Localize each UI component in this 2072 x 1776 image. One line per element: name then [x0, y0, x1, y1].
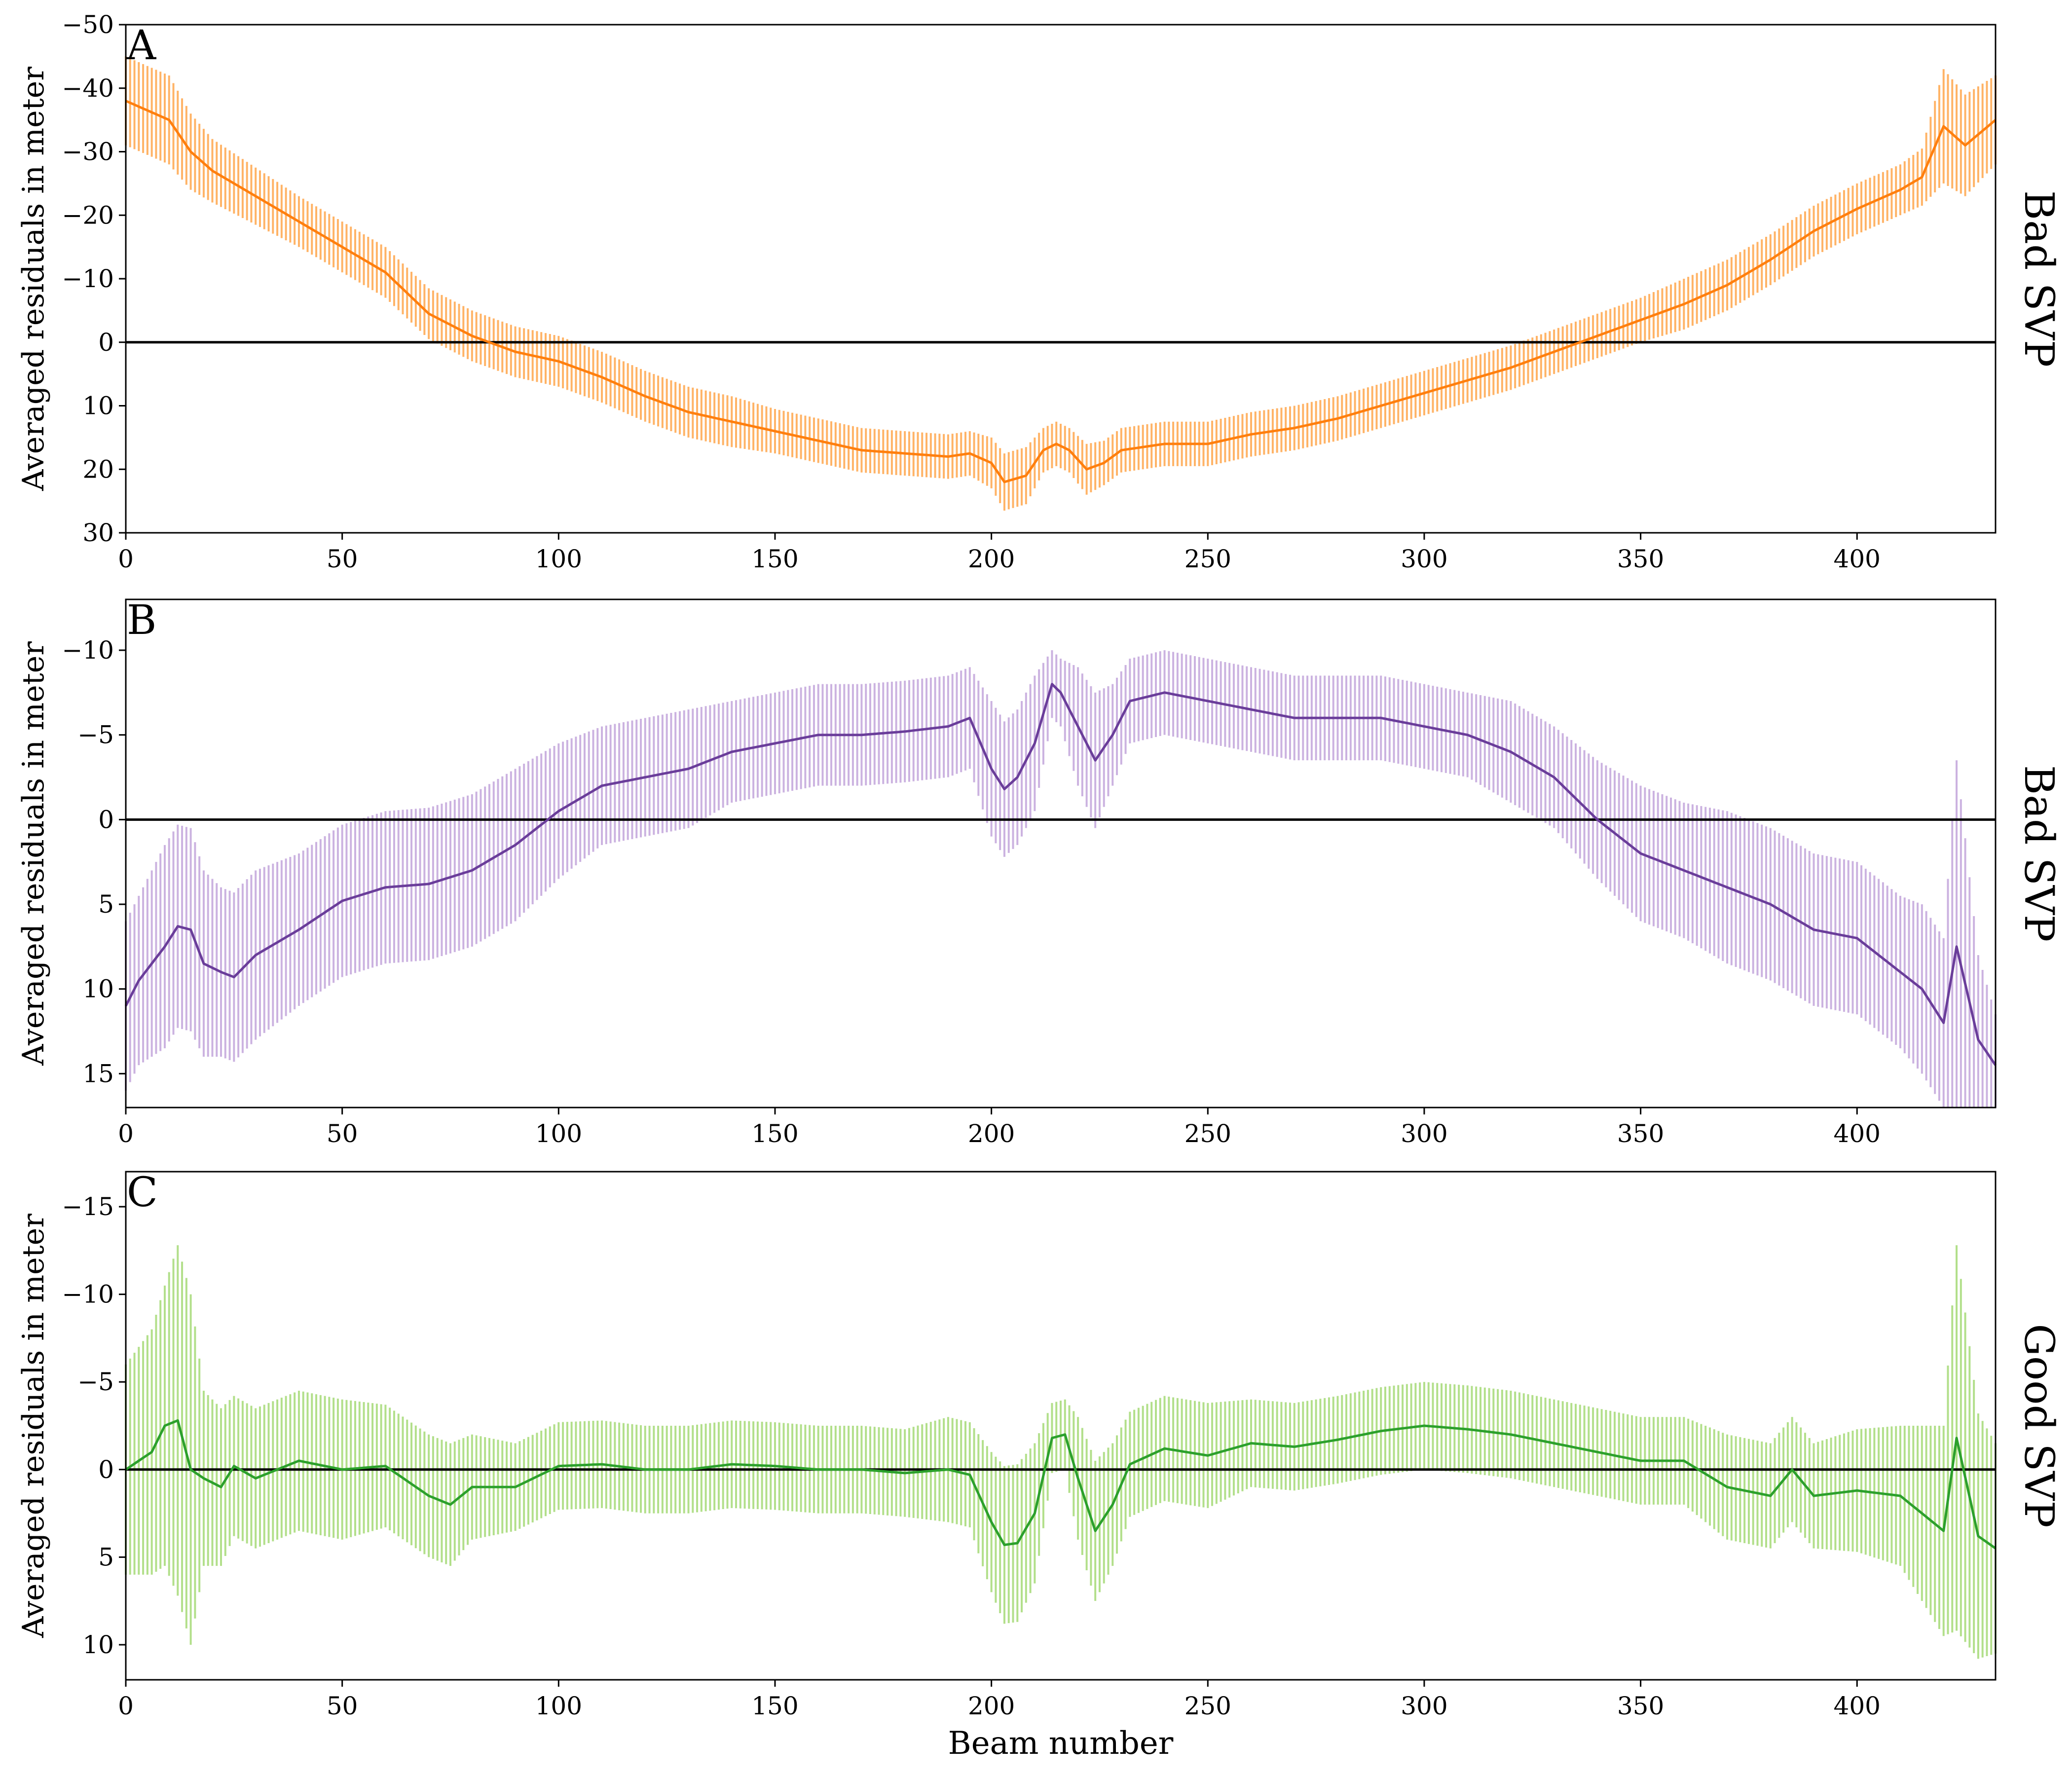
panel-c-x-tick-label: 100 — [535, 1692, 582, 1720]
panel-a-y-tick-label: 10 — [82, 392, 114, 420]
panel-a-x-tick-label: 400 — [1834, 545, 1881, 573]
panel-a-y-tick-label: −50 — [62, 10, 114, 39]
panel-c-y-ticks: −15 −10 −5 0 5 10 — [62, 1192, 126, 1659]
panel-b-series-line — [124, 683, 1997, 1066]
panel-b-x-tick-label: 400 — [1834, 1119, 1881, 1148]
panel-a-x-tick-label: 350 — [1617, 545, 1664, 573]
panel-b-x-tick-label: 0 — [118, 1119, 134, 1148]
panel-c-x-tick-label: 0 — [118, 1692, 134, 1720]
panel-b-x-ticks: 0 50 100 150 200 250 300 350 400 — [118, 1108, 1881, 1148]
panel-b-frame — [125, 598, 1997, 1109]
panel-b-x-tick-label: 300 — [1401, 1119, 1447, 1148]
panel-c-y-tick-label: −10 — [62, 1280, 114, 1309]
panel-b-y-tick-label: −5 — [77, 721, 114, 749]
panel-a: 0 50 100 150 200 250 300 350 400 −50−40−30−20−10… — [16, 10, 2062, 573]
panel-c-y-tick-label: −5 — [77, 1368, 114, 1396]
panel-b-x-tick-label: 200 — [968, 1119, 1015, 1148]
panel-b-y-axis-label: Averaged residuals in meter — [16, 641, 51, 1066]
panel-a-x-tick-label: 300 — [1401, 545, 1447, 573]
panel-c-x-tick-label: 350 — [1617, 1692, 1664, 1720]
panel-c-x-ticks: 0 50 100 150 200 250 300 350 400 — [118, 1680, 1881, 1720]
panel-a-x-tick-label: 150 — [751, 545, 798, 573]
panel-b-y-tick-label: 5 — [98, 890, 114, 919]
panel-b-y-tick-label: 15 — [82, 1059, 114, 1088]
panel-a-x-tick-label: 250 — [1184, 545, 1231, 573]
panel-a-letter: A — [126, 22, 157, 69]
panel-b-x-tick-label: 100 — [535, 1119, 582, 1148]
panel-b-y-tick-label: 0 — [98, 805, 114, 834]
panel-a-y-tick-label: −30 — [62, 138, 114, 166]
panel-b-x-tick-label: 50 — [327, 1119, 358, 1148]
panel-c-y-tick-label: 10 — [82, 1630, 114, 1659]
panel-c-x-tick-label: 50 — [327, 1692, 358, 1720]
panel-a-y-tick-label: −20 — [62, 201, 114, 229]
panel-b-y-ticks: −10 −5 0 5 10 15 — [62, 636, 126, 1088]
panel-c-y-tick-label: 5 — [98, 1543, 114, 1571]
panel-c-side-label: Good SVP — [2015, 1324, 2062, 1527]
panel-c-frame — [125, 1171, 1997, 1681]
panel-c-x-tick-label: 250 — [1184, 1692, 1231, 1720]
panel-b-x-tick-label: 150 — [751, 1119, 798, 1148]
panel-c-x-axis-label: Beam number — [948, 1725, 1174, 1762]
panel-a-y-tick-label: −10 — [62, 264, 114, 293]
panel-c-x-tick-label: 150 — [751, 1692, 798, 1720]
panel-c-series-line — [125, 1419, 1997, 1550]
panel-b-side-label: Bad SVP — [2015, 765, 2062, 942]
panel-c-x-tick-label: 300 — [1401, 1692, 1447, 1720]
panel-b-x-tick-label: 350 — [1617, 1119, 1664, 1148]
panel-c-y-tick-label: 0 — [98, 1455, 114, 1484]
panel-c-x-tick-label: 200 — [968, 1692, 1015, 1720]
panel-b-y-tick-label: −10 — [62, 636, 114, 665]
panel-a-y-ticks: −50 −40 −30 −20 −10 0 10 20 30 — [62, 10, 126, 547]
panel-a-y-tick-label: 30 — [82, 518, 114, 547]
panel-a-y-axis-label: Averaged residuals in meter — [16, 67, 51, 491]
panel-a-x-tick-label: 0 — [118, 545, 134, 573]
panel-b-x-tick-label: 250 — [1184, 1119, 1231, 1148]
panel-c-y-tick-label: −15 — [62, 1192, 114, 1221]
panel-b-y-tick-label: 10 — [82, 975, 114, 1003]
panel-c-y-axis-label: Averaged residuals in meter — [16, 1214, 51, 1638]
panel-a-y-tick-label: 0 — [98, 328, 114, 357]
panel-c-letter: C — [127, 1169, 158, 1216]
panel-b-letter: B — [127, 597, 156, 644]
panel-a-y-tick-label: 20 — [82, 455, 114, 483]
panel-a-x-tick-label: 50 — [327, 545, 358, 573]
panel-a-side-label: Bad SVP — [2015, 190, 2062, 367]
panel-a-x-ticks: 0 50 100 150 200 250 300 350 400 — [118, 533, 1881, 573]
panel-a-series-line — [125, 100, 1997, 483]
panel-b: 0 50 100 150 200 250 300 350 400 −10 −5 0 5 10 15 B A… — [16, 597, 2062, 1148]
panel-a-x-tick-label: 200 — [968, 545, 1015, 573]
panel-c-x-tick-label: 400 — [1834, 1692, 1881, 1720]
panel-a-y-tick-label: −40 — [62, 74, 114, 103]
panel-a-x-tick-label: 100 — [535, 545, 582, 573]
